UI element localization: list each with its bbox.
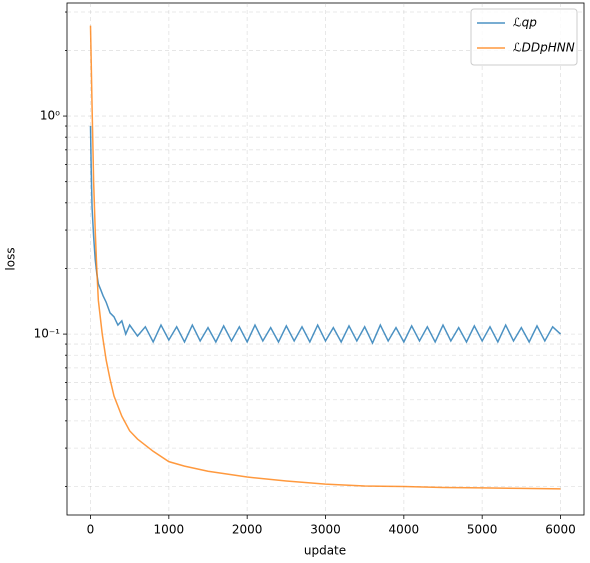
x-tick-label: 4000 [389,523,420,537]
x-tick-label: 3000 [310,523,341,537]
legend-label: ℒqp [513,16,537,30]
x-tick-label: 1000 [154,523,185,537]
plot-area [66,2,585,516]
legend-label: ℒDDpHNN [513,41,575,55]
loss-line [89,25,561,490]
y-axis-label: loss [4,247,18,270]
y-tick-label: 10⁰ [40,109,60,123]
x-tick-label: 6000 [545,523,576,537]
x-tick-label: 2000 [232,523,263,537]
x-tick-label: 5000 [467,523,498,537]
y-tick-label: 10⁻¹ [34,327,61,341]
x-axis-label: update [304,544,346,558]
loss-line [89,126,562,345]
x-tick-label: 0 [87,523,95,537]
